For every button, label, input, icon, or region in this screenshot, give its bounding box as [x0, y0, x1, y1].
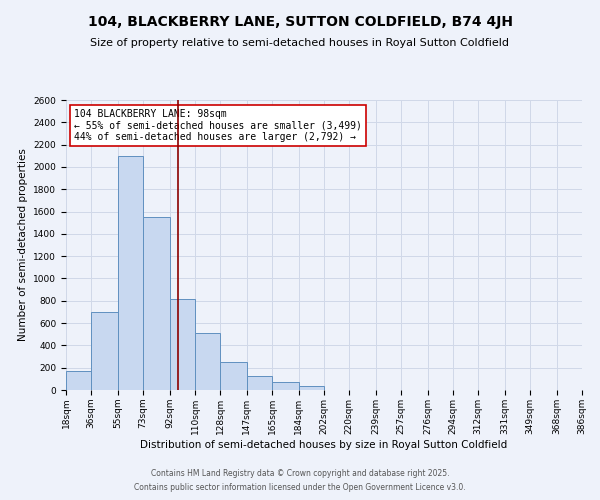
- X-axis label: Distribution of semi-detached houses by size in Royal Sutton Coldfield: Distribution of semi-detached houses by …: [140, 440, 508, 450]
- Bar: [247, 376, 272, 390]
- Bar: [170, 298, 195, 390]
- Bar: [118, 156, 143, 390]
- Bar: [220, 362, 247, 390]
- Bar: [143, 217, 170, 390]
- Text: 104, BLACKBERRY LANE, SUTTON COLDFIELD, B74 4JH: 104, BLACKBERRY LANE, SUTTON COLDFIELD, …: [88, 15, 512, 29]
- Text: Size of property relative to semi-detached houses in Royal Sutton Coldfield: Size of property relative to semi-detach…: [91, 38, 509, 48]
- Bar: [66, 371, 91, 390]
- Bar: [299, 386, 324, 390]
- Bar: [195, 333, 220, 390]
- Text: Contains HM Land Registry data © Crown copyright and database right 2025.: Contains HM Land Registry data © Crown c…: [151, 468, 449, 477]
- Bar: [272, 382, 299, 390]
- Text: 104 BLACKBERRY LANE: 98sqm
← 55% of semi-detached houses are smaller (3,499)
44%: 104 BLACKBERRY LANE: 98sqm ← 55% of semi…: [74, 108, 362, 142]
- Bar: [91, 312, 118, 390]
- Text: Contains public sector information licensed under the Open Government Licence v3: Contains public sector information licen…: [134, 484, 466, 492]
- Y-axis label: Number of semi-detached properties: Number of semi-detached properties: [18, 148, 28, 342]
